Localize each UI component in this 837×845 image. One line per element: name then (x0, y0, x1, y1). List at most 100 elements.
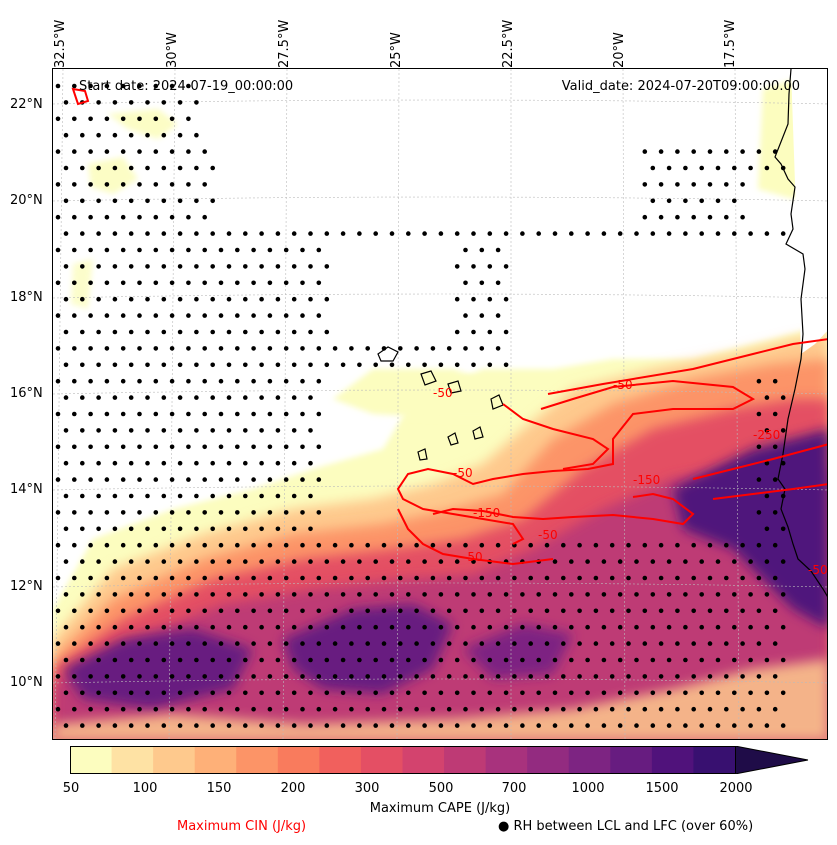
rh-dot (275, 362, 281, 368)
rh-dot (772, 542, 778, 548)
rh-dot (463, 280, 468, 286)
rh-dot (438, 690, 444, 696)
rh-dot (691, 674, 696, 679)
rh-dot (169, 477, 175, 482)
rh-dot (715, 559, 721, 564)
rh-dot (259, 264, 264, 269)
rh-dot (487, 329, 493, 335)
rh-dot (316, 477, 322, 482)
rh-dot (96, 493, 101, 499)
rh-dot (764, 395, 770, 400)
rh-dot (72, 247, 77, 253)
rh-dot (724, 706, 729, 712)
rh-dot (259, 624, 264, 630)
rh-dot (145, 592, 150, 597)
rh-dot (561, 608, 566, 614)
rh-dot (536, 690, 541, 696)
rh-dot (72, 346, 77, 351)
rh-dot (609, 542, 615, 548)
rh-dot (161, 526, 167, 532)
rh-dot (691, 575, 696, 581)
rh-dot (666, 624, 672, 630)
rh-dot (120, 510, 126, 515)
rh-dot (137, 247, 142, 253)
rh-dot (235, 378, 240, 384)
rh-dot (740, 542, 745, 548)
rh-dot (210, 198, 215, 204)
rh-dot (764, 690, 770, 696)
rh-dot (63, 165, 69, 171)
rh-dot (373, 592, 379, 597)
rh-dot (463, 542, 468, 548)
cin-contours (71, 87, 827, 566)
rh-dot (780, 231, 786, 236)
rh-dot (72, 378, 77, 384)
rh-dot (308, 231, 313, 236)
rh-dot (454, 657, 460, 663)
rh-dot (283, 280, 289, 286)
rh-dot (243, 395, 248, 400)
rh-dot (88, 313, 93, 318)
rh-dot (218, 477, 224, 482)
rh-dot (186, 247, 191, 253)
legend-rh-label: RH between LCL and LFC (over 60%) (513, 819, 754, 834)
rh-dot (340, 690, 346, 696)
rh-dot (642, 641, 648, 646)
cin-label: -150 (473, 506, 500, 520)
rh-dot (210, 592, 215, 597)
rh-dot (153, 542, 159, 548)
rh-dot (324, 296, 330, 302)
rh-dot (446, 542, 452, 548)
rh-dot (104, 542, 110, 548)
rh-dot (707, 182, 713, 187)
rh-dot (658, 608, 664, 614)
rh-dot (683, 723, 688, 728)
rh-dot (308, 723, 313, 728)
coastline (377, 69, 827, 597)
rh-dot (202, 346, 207, 351)
rh-dot (414, 608, 419, 614)
rh-dot (683, 690, 688, 696)
rh-dot (88, 116, 93, 122)
rh-dot (446, 674, 452, 679)
rh-dot (740, 214, 745, 220)
rh-dot (764, 559, 770, 564)
rh-dot (780, 460, 786, 466)
rh-dot (243, 526, 248, 532)
rh-dot (283, 674, 289, 679)
rh-dot (120, 608, 126, 614)
rh-dot (226, 460, 232, 466)
colorbar-tick: 2000 (719, 781, 753, 796)
rh-dot (259, 592, 264, 597)
rh-dot (235, 411, 240, 417)
rh-dot (137, 510, 142, 515)
rh-dot (666, 231, 672, 236)
colorbar-bin (610, 746, 653, 774)
rh-dot (609, 674, 615, 679)
rh-dot (186, 182, 191, 187)
rh-dot (80, 592, 85, 597)
rh-dot (675, 674, 680, 679)
rh-dot (764, 165, 770, 171)
rh-dot (194, 296, 199, 302)
rh-dot (658, 674, 664, 679)
rh-dot (202, 575, 207, 581)
colorbar-bin (194, 746, 237, 774)
rh-dot (740, 608, 745, 614)
rh-dot (300, 510, 305, 515)
rh-dot (283, 608, 289, 614)
rh-dot (780, 395, 786, 400)
rh-dot (210, 395, 215, 400)
rh-dot (316, 575, 322, 581)
rh-dot (772, 674, 778, 679)
rh-dot (235, 477, 240, 482)
rh-dot (55, 116, 61, 122)
rh-dot (495, 575, 501, 581)
rh-dot (202, 510, 207, 515)
rh-dot (715, 723, 721, 728)
rh-dot (80, 460, 85, 466)
rh-dot (177, 559, 183, 564)
rh-dot (650, 624, 656, 630)
rh-dot (487, 624, 493, 630)
colorbar-title: Maximum CAPE (J/kg) (369, 801, 511, 816)
